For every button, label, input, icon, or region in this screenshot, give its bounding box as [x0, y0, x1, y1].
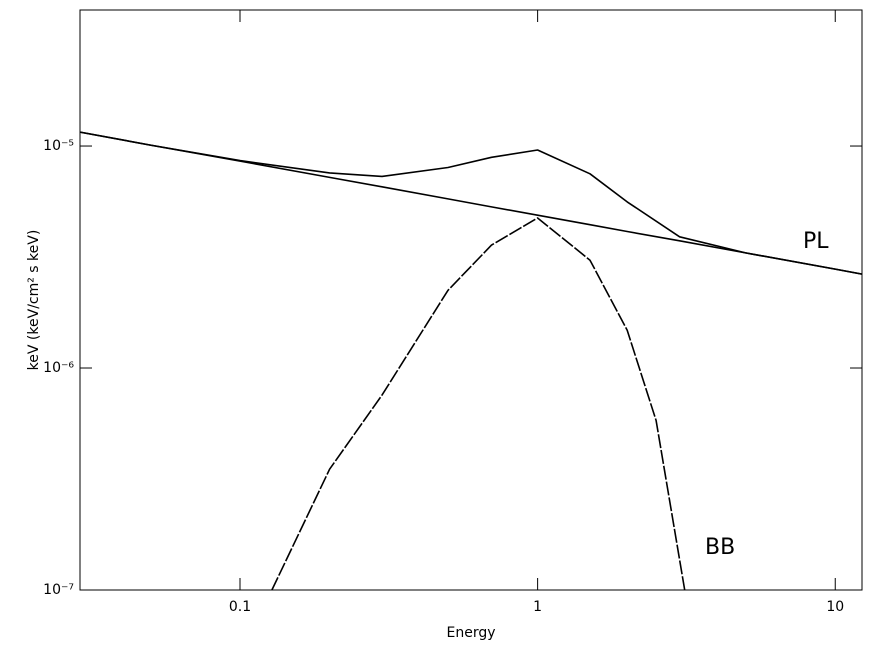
y-tick-label: 10⁻⁵ — [43, 138, 74, 154]
series-annotation: BB — [705, 535, 735, 560]
x-axis-label: Energy — [446, 625, 495, 641]
x-tick-label: 0.1 — [229, 599, 251, 615]
y-tick-label: 10⁻⁶ — [43, 360, 74, 376]
series-annotation: PL — [803, 229, 829, 254]
x-tick-label: 10 — [826, 599, 844, 615]
y-tick-label: 10⁻⁷ — [43, 582, 74, 598]
series-line — [79, 131, 863, 275]
series-line — [271, 217, 686, 591]
y-axis-label: keV (keV/cm² s keV) — [26, 230, 42, 371]
x-tick-label: 1 — [533, 599, 542, 615]
plot-frame — [79, 9, 863, 591]
